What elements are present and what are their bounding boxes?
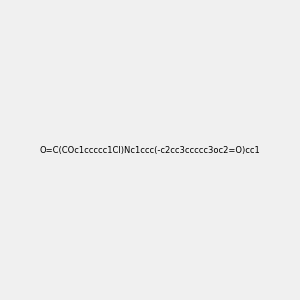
- Text: O=C(COc1ccccc1Cl)Nc1ccc(-c2cc3ccccc3oc2=O)cc1: O=C(COc1ccccc1Cl)Nc1ccc(-c2cc3ccccc3oc2=…: [40, 146, 260, 154]
